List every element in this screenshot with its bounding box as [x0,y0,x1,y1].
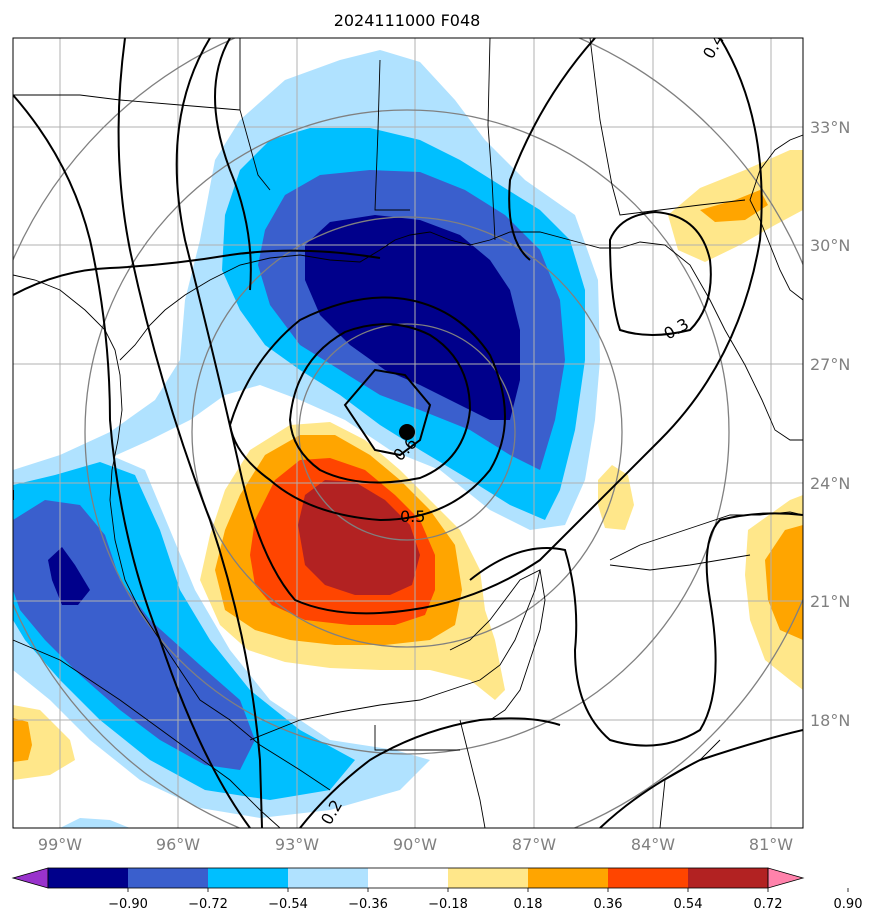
lat-label-33: 33°N [810,118,850,137]
lon-label-99: 99°W [38,835,82,854]
colorbar-segment [368,868,448,888]
colorbar-tick-label: 0.36 [594,897,623,912]
colorbar-tick-label: −0.54 [268,897,308,912]
range-rings [13,38,803,828]
lat-label-21: 21°N [810,592,850,611]
longitude-labels: 99°W 96°W 93°W 90°W 87°W 84°W 81°W [38,835,793,854]
neg-shade-sw-navy [48,547,90,605]
lon-label-87: 87°W [512,835,556,854]
pos-shade-east-orange [765,525,803,640]
lat-label-18: 18°N [810,711,850,730]
colorbar-tick-label: −0.72 [188,897,228,912]
colorbar-tick-label: −0.90 [108,897,148,912]
lon-label-96: 96°W [156,835,200,854]
colorbar-segment [688,868,768,888]
colorbar-tick-label: 0.72 [754,897,783,912]
lon-label-81: 81°W [749,835,793,854]
colorbar-extend-high [767,867,805,889]
contours [13,38,803,828]
colorbar-extend-low [11,867,49,889]
pos-shade-small-yellow [598,465,634,530]
lon-label-84: 84°W [631,835,675,854]
colorbar: −0.90 −0.72 −0.54 −0.36 −0.18 0.18 0.36 0.54 0.7… [11,867,863,912]
colorbar-tick-label: 0.54 [674,897,703,912]
colorbar-tick-label: −0.18 [428,897,468,912]
colorbar-segment [128,868,208,888]
map-area: 0.4 0.3 0.6 0.5 0.2 [13,38,803,828]
colorbar-tick-label: −0.36 [348,897,388,912]
colorbar-segment [608,868,688,888]
lat-label-27: 27°N [810,355,850,374]
colorbar-segment [288,868,368,888]
colorbar-segment [448,868,528,888]
chart-title: 2024111000 F048 [334,11,481,30]
lat-label-24: 24°N [810,474,850,493]
lon-label-90: 90°W [393,835,437,854]
neg-shade-bottom-lightblue [60,818,130,828]
colorbar-segment [208,868,288,888]
pos-shade-darkred [298,480,420,595]
lon-label-93: 93°W [275,835,319,854]
latitude-labels: 33°N 30°N 27°N 24°N 21°N 18°N [810,118,850,730]
colorbar-tick-label: 0.18 [514,897,543,912]
storm-center-marker [399,424,415,440]
colorbar-segment [528,868,608,888]
colorbar-tick-label: 0.90 [834,897,863,912]
map-frame [12,37,804,829]
contour-label-0-5: 0.5 [400,507,425,526]
colorbar-segment [48,868,128,888]
neg-shade-navy [305,215,520,420]
pos-shade-sw-orange [13,718,32,762]
coastlines [13,38,803,828]
colorbar-frame [47,867,769,889]
lat-label-30: 30°N [810,236,850,255]
